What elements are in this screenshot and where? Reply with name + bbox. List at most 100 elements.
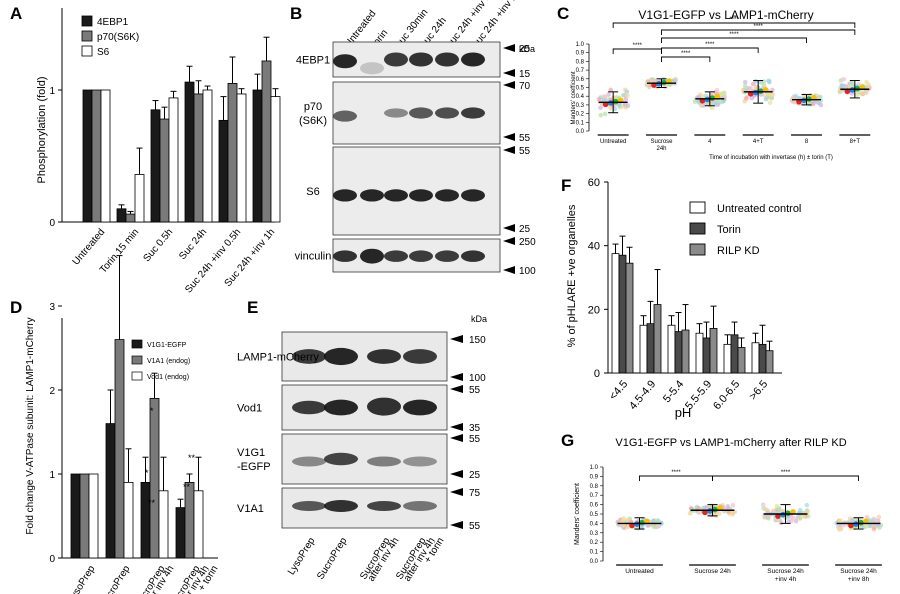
blot-band: [333, 250, 357, 262]
marker-arrow: [450, 488, 463, 496]
panel-d-bar: [140, 481, 151, 559]
panel-d-xtick: LysoPrep: [66, 563, 98, 594]
blot-band: [461, 189, 485, 202]
data-point: [854, 92, 860, 98]
data-point: [615, 520, 621, 525]
marker-label: 55: [469, 434, 481, 445]
panel-f-xtick: 5-5.4: [661, 378, 686, 405]
marker-arrow: [450, 521, 463, 529]
y-tick-label: 0.9: [590, 474, 599, 480]
panel-f-bar: [730, 334, 739, 374]
marker-arrow: [450, 434, 463, 442]
replicate-mean: [629, 522, 635, 529]
panel-g-chart: V1G1-EGFP vs LAMP1-mCherry after RILP KD…: [574, 437, 884, 583]
marker-arrow: [503, 44, 515, 52]
category-label: Sucrose 24h: [767, 568, 804, 575]
legend-swatch-torin: [689, 222, 706, 235]
panel-d-xtick: SucroPrep: [98, 563, 133, 594]
sig-stars: ****: [681, 51, 691, 57]
panel-label-b: B: [290, 4, 302, 23]
legend-swatch-p70: [81, 30, 93, 42]
panel-d-bar: [175, 507, 186, 559]
y-tick-label: 0.7: [590, 493, 599, 499]
panel-a-bar: [150, 109, 161, 223]
marker-label: 25: [469, 470, 481, 481]
blot-band: [403, 456, 437, 467]
blot-label: S6: [306, 186, 319, 198]
blot-label: p70: [304, 101, 322, 113]
panel-b-kda: kDa: [519, 44, 535, 54]
marker-arrow: [450, 470, 463, 478]
blot-band: [360, 248, 384, 264]
blot-band: [367, 501, 401, 511]
panel-f-bar: [702, 337, 711, 374]
data-point: [659, 521, 664, 526]
blot-band: [403, 399, 437, 416]
legend-label-v1a1: V1A1 (endog): [147, 358, 190, 365]
marker-label: 25: [519, 44, 531, 55]
blot-label: Vod1: [237, 403, 262, 415]
data-point: [791, 99, 797, 105]
blot-label: LAMP1-mCherry: [237, 352, 319, 364]
panel-a-bar: [82, 89, 93, 223]
category-label: 24h: [656, 146, 666, 152]
data-point: [818, 102, 824, 108]
sig-bracket: [712, 475, 859, 481]
replicate-mean: [639, 519, 645, 526]
data-point: [743, 96, 749, 101]
panel-f-xtick: 4.5-4.9: [627, 378, 658, 412]
category-label: Untreated: [600, 139, 626, 145]
legend-swatch-vod1: [131, 371, 143, 381]
blot-band: [367, 349, 401, 364]
panel-label-f: F: [561, 176, 571, 195]
replicate-mean: [853, 521, 859, 527]
marker-label: 75: [469, 488, 481, 499]
legend-label-rilp: RILP KD: [717, 245, 760, 257]
data-point: [624, 89, 630, 95]
marker-arrow: [450, 373, 463, 381]
panel-a-xtick: Untreated: [71, 227, 108, 268]
marker-label: 100: [519, 266, 536, 277]
blot-band: [324, 347, 358, 366]
data-point: [730, 512, 735, 517]
marker-arrow: [503, 146, 515, 154]
panel-d-star: **: [148, 498, 156, 508]
legend-label-vod1: Vod1 (endog): [147, 374, 189, 381]
panel-a-bar: [116, 208, 127, 223]
data-point: [663, 84, 668, 90]
y-tick-label: 0.5: [590, 512, 599, 518]
blot-band: [360, 189, 384, 202]
panel-d-bar: [149, 397, 160, 559]
panel-a-xtick: Suc 0.5h: [141, 227, 175, 264]
data-point: [748, 85, 754, 91]
blot-label: V1G1: [237, 447, 265, 459]
panel-label-c: C: [557, 4, 569, 23]
sig-stars: ****: [781, 470, 791, 476]
blot-band: [435, 250, 459, 262]
data-point: [709, 105, 715, 111]
data-point: [866, 84, 871, 90]
panel-d-chart: Fold change V-ATPase subunit: LAMP1-mChe…: [25, 255, 221, 594]
blot-band: [384, 189, 408, 202]
panel-d-bar: [114, 339, 125, 559]
sig-bracket: [639, 475, 713, 481]
data-point: [606, 92, 611, 97]
panel-d-ytick: 3: [49, 302, 55, 313]
panel-f-bar: [737, 347, 746, 374]
panel-f-ylabel: % of pHLARE +ve organelles: [566, 204, 578, 347]
data-point: [645, 523, 651, 528]
marker-label: 55: [519, 146, 531, 157]
panel-f-bar: [667, 324, 676, 374]
panel-f-bar: [653, 304, 662, 374]
panel-a-ytick-1: 1: [49, 86, 55, 97]
data-point: [767, 91, 772, 97]
panel-a-bar: [252, 89, 263, 223]
data-point: [720, 91, 725, 96]
panel-d-ytick: 2: [49, 386, 55, 397]
data-point: [625, 93, 630, 98]
data-point: [625, 103, 631, 108]
panel-label-a: A: [10, 4, 22, 23]
replicate-mean: [702, 509, 708, 516]
y-tick-label: 0.4: [590, 521, 599, 527]
